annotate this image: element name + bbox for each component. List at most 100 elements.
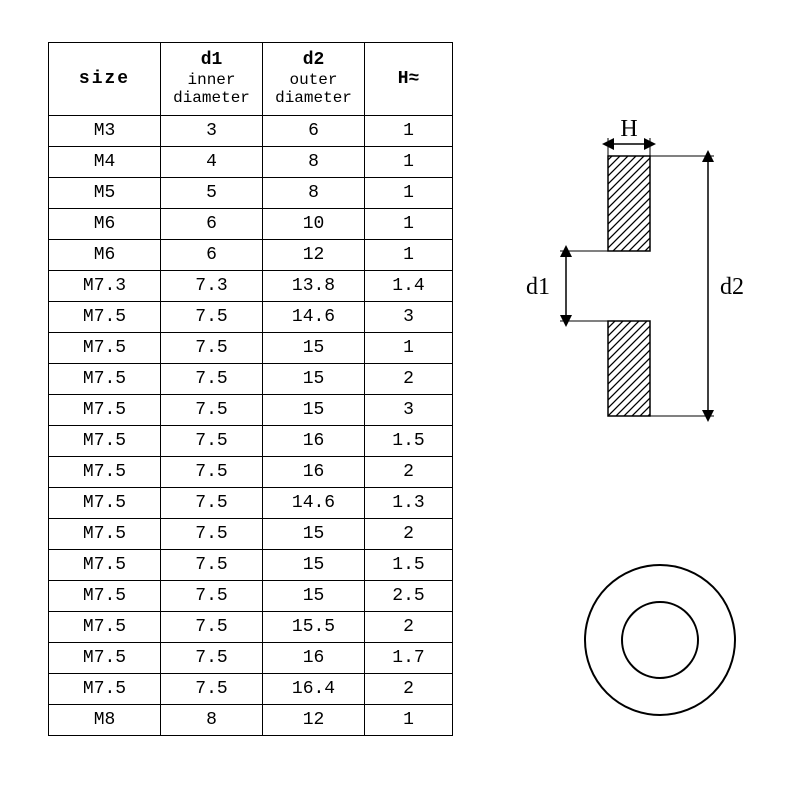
header-h: H≈: [365, 43, 453, 116]
table-cell: 2.5: [365, 581, 453, 612]
table-cell: 14.6: [263, 488, 365, 519]
table-cell: M7.3: [49, 271, 161, 302]
table-cell: 1.5: [365, 550, 453, 581]
table-cell: 7.5: [161, 457, 263, 488]
table-cell: 16.4: [263, 674, 365, 705]
table-cell: 3: [365, 395, 453, 426]
table-row: M7.57.5152: [49, 519, 453, 550]
label-H: H: [620, 116, 637, 142]
table-cell: M4: [49, 147, 161, 178]
table-cell: 6: [263, 116, 365, 147]
table-row: M7.57.5152: [49, 364, 453, 395]
table-row: M66101: [49, 209, 453, 240]
table-cell: M6: [49, 209, 161, 240]
table-cell: 15: [263, 581, 365, 612]
table-cell: 3: [161, 116, 263, 147]
table-cell: 7.5: [161, 612, 263, 643]
table-cell: 1.5: [365, 426, 453, 457]
table-cell: 16: [263, 643, 365, 674]
header-size: size: [49, 43, 161, 116]
washer-top-view: [560, 540, 760, 740]
table-cell: 1.4: [365, 271, 453, 302]
header-d2: d2 outer diameter: [263, 43, 365, 116]
table-cell: 7.5: [161, 395, 263, 426]
table-cell: 13.8: [263, 271, 365, 302]
table-cell: 2: [365, 457, 453, 488]
table-body: M3361M4481M5581M66101M66121M7.37.313.81.…: [49, 116, 453, 736]
table-cell: M7.5: [49, 302, 161, 333]
table-cell: M7.5: [49, 457, 161, 488]
table-row: M3361: [49, 116, 453, 147]
table-row: M7.37.313.81.4: [49, 271, 453, 302]
table-cell: 2: [365, 519, 453, 550]
table-cell: M7.5: [49, 581, 161, 612]
table-row: M7.57.5162: [49, 457, 453, 488]
table-cell: M6: [49, 240, 161, 271]
table-row: M4481: [49, 147, 453, 178]
table-cell: M7.5: [49, 488, 161, 519]
table-cell: 15: [263, 364, 365, 395]
header-d1-sub: inner diameter: [161, 71, 262, 108]
table-cell: 15: [263, 395, 365, 426]
table-cell: 7.3: [161, 271, 263, 302]
table-cell: M7.5: [49, 519, 161, 550]
table-cell: 1: [365, 240, 453, 271]
table-row: M7.57.5153: [49, 395, 453, 426]
table-cell: 4: [161, 147, 263, 178]
table-cell: 2: [365, 364, 453, 395]
table-row: M5581: [49, 178, 453, 209]
table-cell: 7.5: [161, 333, 263, 364]
table-cell: 14.6: [263, 302, 365, 333]
label-d2: d2: [720, 274, 744, 300]
table-cell: 1: [365, 705, 453, 736]
table-cell: M7.5: [49, 612, 161, 643]
table-cell: M7.5: [49, 364, 161, 395]
table-row: M7.57.5161.7: [49, 643, 453, 674]
table-cell: 7.5: [161, 519, 263, 550]
header-d2-sub: outer diameter: [263, 71, 364, 108]
table-cell: 1: [365, 116, 453, 147]
header-d1-main: d1: [201, 50, 223, 70]
table-cell: 12: [263, 240, 365, 271]
table-cell: 5: [161, 178, 263, 209]
table-cell: M7.5: [49, 643, 161, 674]
table-cell: 7.5: [161, 550, 263, 581]
header-d1: d1 inner diameter: [161, 43, 263, 116]
cross-section-diagram: Hd2 d1: [500, 100, 780, 440]
table-row: M7.57.515.52: [49, 612, 453, 643]
table-cell: M7.5: [49, 395, 161, 426]
table-cell: 1.7: [365, 643, 453, 674]
table-cell: 6: [161, 209, 263, 240]
table-row: M7.57.5151: [49, 333, 453, 364]
table-cell: 2: [365, 612, 453, 643]
table-cell: 1: [365, 178, 453, 209]
table-cell: M3: [49, 116, 161, 147]
table-cell: 16: [263, 457, 365, 488]
table-row: M88121: [49, 705, 453, 736]
table-cell: 7.5: [161, 581, 263, 612]
table-cell: 15: [263, 333, 365, 364]
table-cell: 7.5: [161, 302, 263, 333]
table-cell: M8: [49, 705, 161, 736]
table-cell: M7.5: [49, 426, 161, 457]
table-row: M7.57.5161.5: [49, 426, 453, 457]
table-cell: 8: [263, 178, 365, 209]
label-d1: d1: [526, 274, 550, 300]
table-row: M7.57.5152.5: [49, 581, 453, 612]
table-cell: 1: [365, 209, 453, 240]
table-cell: 7.5: [161, 674, 263, 705]
table-cell: 10: [263, 209, 365, 240]
table-cell: M7.5: [49, 550, 161, 581]
table-cell: 7.5: [161, 426, 263, 457]
table-cell: 1: [365, 333, 453, 364]
table-cell: 8: [161, 705, 263, 736]
spec-table: size d1 inner diameter d2 outer diameter…: [48, 42, 453, 736]
table-cell: 7.5: [161, 488, 263, 519]
table-cell: 7.5: [161, 643, 263, 674]
table-row: M66121: [49, 240, 453, 271]
table-cell: 8: [263, 147, 365, 178]
table-cell: 2: [365, 674, 453, 705]
table-cell: 12: [263, 705, 365, 736]
table-cell: M7.5: [49, 674, 161, 705]
table-cell: 6: [161, 240, 263, 271]
